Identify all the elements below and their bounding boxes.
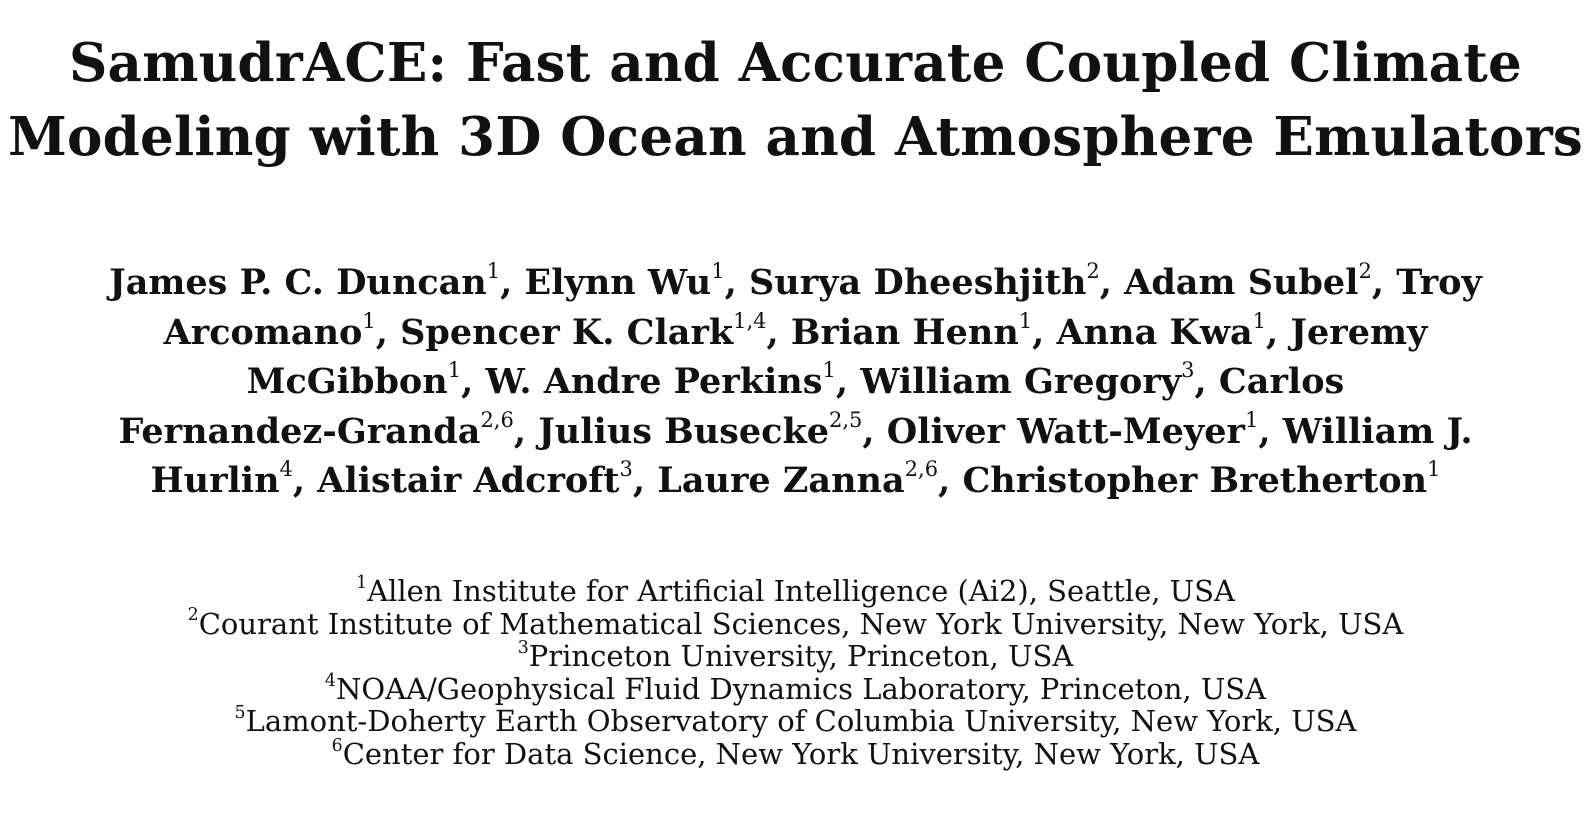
author-name: Surya Dheeshjith bbox=[749, 262, 1087, 303]
affiliation-text: Courant Institute of Mathematical Scienc… bbox=[198, 606, 1404, 641]
author-name: Alistair Adcroft bbox=[317, 460, 620, 501]
affiliation-number: 2 bbox=[187, 605, 199, 626]
author-name: Fernandez-Granda bbox=[118, 410, 481, 452]
affiliation-list: 1Allen Institute for Artificial Intellig… bbox=[0, 572, 1591, 771]
affiliation-number: 6 bbox=[331, 735, 343, 756]
affiliation-line: 6Center for Data Science, New York Unive… bbox=[0, 735, 1591, 771]
author-affiliation-marker: 4 bbox=[279, 457, 293, 482]
affiliation-number: 4 bbox=[324, 670, 336, 691]
author-affiliation-marker: 1 bbox=[1427, 457, 1441, 482]
author-name: Carlos bbox=[1218, 361, 1345, 402]
author-name: William Gregory bbox=[860, 361, 1182, 402]
affiliation-line: 2Courant Institute of Mathematical Scien… bbox=[0, 605, 1591, 641]
author-affiliation-marker: 1 bbox=[711, 259, 725, 284]
author-name: McGibbon bbox=[246, 361, 448, 402]
author-name: Adam Subel bbox=[1124, 262, 1359, 303]
author-name: Troy bbox=[1396, 262, 1482, 303]
author-affiliation-marker: 1,4 bbox=[733, 308, 767, 333]
author-affiliation-marker: 2,6 bbox=[480, 407, 514, 432]
author-line: McGibbon1, W. Andre Perkins1, William Gr… bbox=[246, 358, 1345, 402]
author-name: Christopher Bretherton bbox=[962, 460, 1428, 501]
affiliation-line: 4NOAA/Geophysical Fluid Dynamics Laborat… bbox=[0, 670, 1591, 706]
affiliation-text: Princeton University, Princeton, USA bbox=[528, 639, 1074, 674]
affiliation-text: Allen Institute for Artificial Intellige… bbox=[367, 574, 1235, 608]
author-affiliation-marker: 1 bbox=[1018, 308, 1033, 333]
affiliation-number: 5 bbox=[234, 703, 246, 724]
author-affiliation-marker: 2,5 bbox=[829, 407, 863, 432]
paper-title-line-2: Modeling with 3D Ocean and Atmosphere Em… bbox=[7, 105, 1583, 168]
author-affiliation-marker: 2,6 bbox=[904, 457, 939, 482]
paper-title-line-1: SamudrACE: Fast and Accurate Coupled Cli… bbox=[68, 31, 1523, 94]
author-affiliation-marker: 1 bbox=[447, 358, 462, 383]
affiliation-number: 3 bbox=[517, 637, 529, 658]
author-name: Jeremy bbox=[1290, 311, 1428, 353]
author-name: James P. C. Duncan bbox=[109, 262, 487, 303]
author-affiliation-marker: 2 bbox=[1086, 259, 1100, 284]
affiliation-line: 5Lamont-Doherty Earth Observatory of Col… bbox=[0, 703, 1591, 739]
affiliation-text: NOAA/Geophysical Fluid Dynamics Laborato… bbox=[335, 671, 1267, 706]
author-name: Brian Henn bbox=[790, 311, 1019, 353]
author-name: Spencer K. Clark bbox=[400, 311, 734, 353]
affiliation-text: Lamont-Doherty Earth Observatory of Colu… bbox=[245, 704, 1357, 739]
paper-title: SamudrACE: Fast and Accurate Coupled Cli… bbox=[0, 26, 1591, 174]
author-name: Elynn Wu bbox=[524, 262, 712, 303]
author-affiliation-marker: 2 bbox=[1358, 259, 1372, 284]
author-affiliation-marker: 3 bbox=[619, 457, 633, 482]
author-line: James P. C. Duncan1, Elynn Wu1, Surya Dh… bbox=[109, 259, 1482, 303]
affiliation-line: 1Allen Institute for Artificial Intellig… bbox=[0, 572, 1591, 608]
author-name: Julius Busecke bbox=[538, 410, 829, 452]
affiliation-line: 3Princeton University, Princeton, USA bbox=[0, 637, 1591, 674]
author-affiliation-marker: 1 bbox=[486, 259, 501, 284]
author-affiliation-marker: 1 bbox=[1244, 407, 1259, 432]
author-name: Arcomano bbox=[163, 311, 363, 353]
author-name: Anna Kwa bbox=[1056, 311, 1253, 353]
author-name: Oliver Watt-Meyer bbox=[886, 410, 1245, 452]
author-name: William J. bbox=[1282, 410, 1473, 452]
author-name: W. Andre Perkins bbox=[485, 361, 823, 402]
author-name: Hurlin bbox=[150, 460, 280, 501]
author-line: Arcomano1, Spencer K. Clark1,4, Brian He… bbox=[163, 308, 1428, 353]
affiliation-text: Center for Data Science, New York Univer… bbox=[342, 736, 1260, 771]
author-affiliation-marker: 3 bbox=[1181, 358, 1195, 383]
author-affiliation-marker: 1 bbox=[1252, 308, 1267, 333]
author-line: Hurlin4, Alistair Adcroft3, Laure Zanna2… bbox=[150, 457, 1441, 501]
affiliation-number: 1 bbox=[356, 572, 368, 593]
author-affiliation-marker: 1 bbox=[822, 358, 836, 383]
author-name: Laure Zanna bbox=[657, 460, 905, 501]
author-affiliation-marker: 1 bbox=[362, 308, 376, 333]
author-line: Fernandez-Granda2,6, Julius Busecke2,5, … bbox=[118, 407, 1473, 452]
author-list: James P. C. Duncan1, Elynn Wu1, Surya Dh… bbox=[0, 258, 1591, 506]
